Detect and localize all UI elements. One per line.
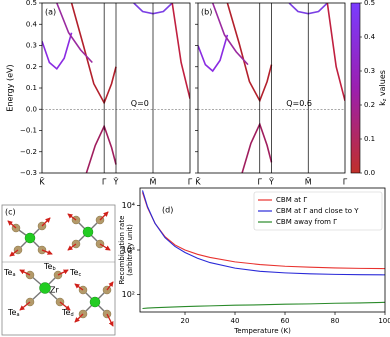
band-line (226, 3, 273, 103)
x-tick-label: K̄ (39, 176, 45, 186)
y-tick-label: 0.5 (26, 0, 37, 7)
atom-label: Zr (50, 286, 59, 295)
colorbar-tick-label: 0.3 (364, 67, 375, 75)
band-line (198, 34, 229, 73)
y-tick-label: 0.3 (26, 42, 37, 50)
series-line (141, 190, 386, 276)
y-axis-label: (arbitrary unit) (126, 224, 134, 276)
panel-label: (b) (201, 8, 212, 17)
band-line (241, 121, 273, 173)
y-tick-label: −0.2 (20, 148, 37, 156)
atom-label: Teb (43, 262, 56, 272)
colorbar (350, 2, 361, 174)
colorbar-label-text: values (378, 70, 387, 99)
plot-frame (139, 187, 386, 313)
band-line (42, 32, 73, 71)
atom-label: Ted (61, 308, 74, 318)
band-line (211, 3, 249, 66)
atom-label: Tec (69, 268, 81, 278)
band-line (56, 3, 93, 64)
legend-label: CBM at Γ and close to Y (276, 207, 359, 215)
band-line (326, 3, 345, 101)
colorbar-tick-label: 0.1 (364, 135, 375, 143)
panel-label: (a) (45, 8, 56, 17)
y-tick-label: 0.2 (26, 63, 37, 71)
y-tick-label: 10⁴ (122, 201, 135, 210)
y-tick-label: 0.4 (26, 20, 38, 28)
colorbar-tick-label: 0.5 (364, 0, 375, 7)
x-tick-label: Γ̄ (188, 178, 193, 187)
y-axis-label: Recombination rate (118, 216, 126, 285)
band-line (85, 124, 117, 173)
x-tick-label: Γ̄ (343, 178, 348, 187)
y-tick-label: 0.1 (26, 84, 37, 92)
x-tick-label: 40 (231, 317, 240, 325)
band-line (171, 3, 190, 99)
legend-label: CBM away from Γ (276, 218, 337, 226)
x-tick-label: 20 (181, 317, 190, 325)
band-line (70, 3, 117, 105)
atom-label: Tea (7, 308, 20, 318)
series-line (142, 301, 386, 310)
colorbar-label: kz values (378, 70, 388, 106)
x-axis-label: Temperature (K) (233, 327, 291, 335)
y-tick-label: 10³ (122, 246, 135, 255)
x-tick-label: 60 (281, 317, 290, 325)
panel-label: (c) (5, 208, 16, 217)
x-tick-label: Γ̄ (258, 178, 263, 187)
x-tick-label: M̄ (150, 176, 157, 186)
x-tick-label: Ȳ (113, 177, 119, 187)
annotation: Q=0 (131, 99, 149, 108)
panel-label: (d) (162, 206, 173, 215)
colorbar-label-symbol: k (378, 101, 387, 106)
x-tick-label: Γ̄ (102, 178, 107, 187)
x-tick-label: 80 (331, 317, 340, 325)
atom-label: Tea (3, 268, 16, 278)
legend-box (253, 191, 383, 231)
colorbar-label-sub: z (382, 98, 388, 101)
y-tick-label: −0.3 (20, 169, 37, 177)
y-tick-label: 10² (122, 290, 135, 299)
structure-panel: (c) Zr Tea Teb Tec Tea Ted (1, 204, 116, 336)
x-tick-label: M̄ (305, 176, 312, 186)
y-tick-label: 0.0 (26, 105, 37, 113)
x-tick-label: K̄ (195, 176, 201, 186)
y-axis-label: Energy (eV) (6, 64, 15, 111)
plot-frame (41, 2, 191, 174)
plot-frame (197, 2, 346, 174)
colorbar-tick-label: 0.0 (364, 169, 375, 177)
legend-label: CBM at Γ (276, 196, 307, 204)
x-tick-label: 100 (378, 317, 390, 325)
colorbar-tick-label: 0.4 (364, 33, 376, 41)
annotation: Q=0.6 (286, 99, 312, 108)
y-tick-label: −0.1 (20, 127, 37, 135)
x-tick-label: Ȳ (268, 177, 274, 187)
colorbar-tick-label: 0.2 (364, 101, 375, 109)
